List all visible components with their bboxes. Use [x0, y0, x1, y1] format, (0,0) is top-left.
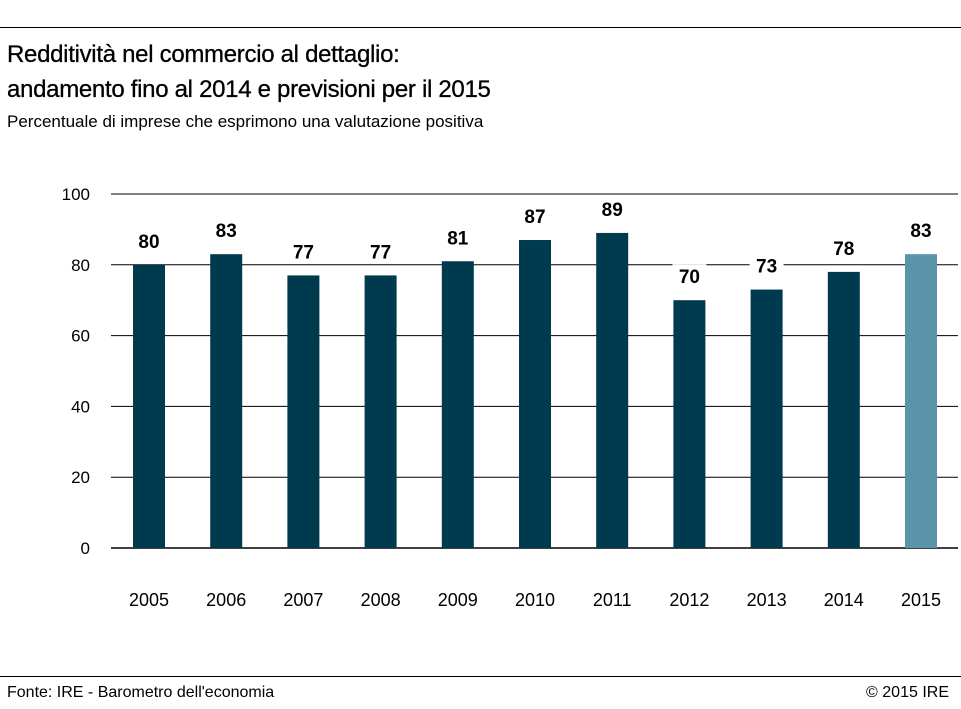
bar-2010 — [519, 240, 551, 548]
bar-2007 — [287, 275, 320, 548]
bar-2005 — [133, 264, 165, 548]
x-tick-label-2015: 2015 — [901, 590, 941, 610]
chart-title-line-1: Redditività nel commercio al dettaglio: — [7, 41, 400, 68]
data-label-2015: 83 — [910, 221, 931, 242]
y-tick-label: 60 — [71, 327, 90, 346]
source-note: Fonte: IRE - Barometro dell'economia — [7, 684, 275, 701]
data-label-2009: 81 — [447, 228, 469, 249]
data-label-2008: 77 — [370, 242, 391, 263]
x-axis-tick-labels: 2005 2006 2007 2008 2009 2010 2011 2012 2013 2014… — [129, 590, 941, 610]
y-tick-label: 20 — [71, 468, 90, 487]
x-tick-label-2010: 2010 — [515, 590, 555, 610]
x-tick-label-2013: 2013 — [747, 590, 787, 610]
data-label-background — [209, 218, 244, 243]
y-axis-tick-labels: 0 20 40 60 80 100 — [62, 185, 90, 558]
bar-2009 — [441, 261, 474, 548]
data-label-2005: 80 — [138, 232, 159, 253]
x-tick-label-2008: 2008 — [361, 590, 401, 610]
top-rule — [0, 27, 961, 28]
data-label-background — [672, 264, 707, 289]
bar-2012 — [673, 300, 706, 548]
copyright-note: © 2015 IRE — [866, 684, 949, 701]
bar-2011 — [596, 232, 629, 548]
data-label-background — [363, 239, 398, 264]
bar-chart: 0 20 40 60 80 100 80 83 77 77 81 87 89 70 73 78 83 2005… — [62, 185, 958, 610]
y-tick-label: 40 — [71, 397, 90, 416]
data-label-background — [595, 196, 630, 221]
data-label-background — [286, 239, 321, 264]
x-tick-label-2011: 2011 — [593, 590, 632, 610]
x-tick-label-2012: 2012 — [669, 590, 709, 610]
y-tick-label: 0 — [81, 539, 90, 558]
bars — [133, 232, 937, 548]
x-tick-label-2009: 2009 — [438, 590, 478, 610]
data-label-2012: 70 — [679, 267, 700, 288]
y-tick-label: 100 — [62, 185, 90, 204]
chart-title-line-2: andamento fino al 2014 e previsioni per … — [7, 76, 491, 103]
data-label-background — [904, 218, 938, 243]
data-labels: 80 83 77 77 81 87 89 70 73 78 83 — [132, 196, 938, 289]
bar-2008 — [364, 275, 397, 548]
bar-2006 — [210, 254, 243, 548]
data-label-background — [132, 228, 166, 253]
data-label-background — [518, 204, 552, 229]
data-label-2007: 77 — [293, 242, 314, 263]
x-tick-label-2007: 2007 — [283, 590, 323, 610]
data-label-2011: 89 — [602, 200, 623, 221]
bar-2015 — [905, 254, 937, 548]
data-label-2013: 73 — [756, 257, 777, 278]
data-label-2006: 83 — [216, 221, 237, 242]
data-label-2010: 87 — [524, 207, 545, 228]
data-label-2014: 78 — [833, 239, 854, 260]
x-tick-label-2005: 2005 — [129, 590, 169, 610]
bar-2013 — [750, 289, 783, 548]
x-tick-label-2006: 2006 — [206, 590, 246, 610]
x-tick-label-2014: 2014 — [824, 590, 864, 610]
y-tick-label: 80 — [71, 256, 90, 275]
chart-subtitle: Percentuale di imprese che esprimono una… — [7, 112, 484, 131]
bottom-rule — [0, 676, 961, 677]
data-label-background — [440, 225, 475, 250]
bar-2014 — [827, 271, 860, 548]
chart-title: Redditività nel commercio al dettaglio: … — [7, 37, 491, 107]
data-label-background — [826, 235, 861, 260]
data-label-background — [749, 253, 784, 278]
